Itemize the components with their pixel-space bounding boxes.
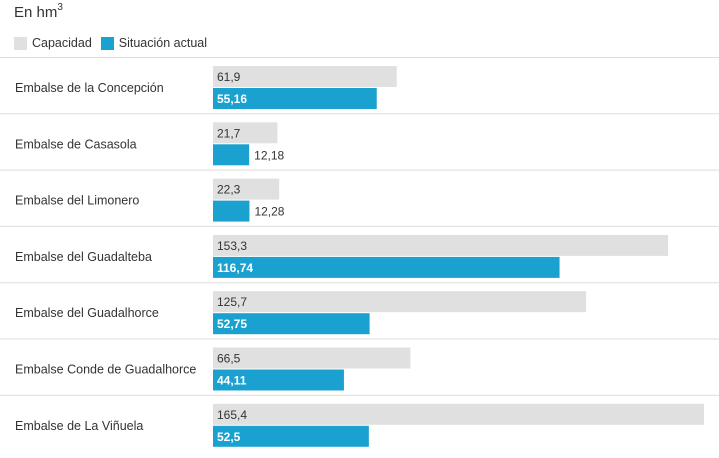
bar-current: [213, 88, 377, 109]
bar-capacity: [213, 178, 280, 200]
bar-current: [213, 369, 344, 391]
legend-item-current: Situación actual: [100, 36, 208, 50]
legend-swatch-capacity: [14, 36, 27, 50]
bar-capacity: [213, 66, 397, 87]
bar-current: [213, 200, 250, 222]
data-label-capacity: 153,3: [217, 239, 247, 253]
data-label-current: 52,75: [217, 317, 247, 331]
unit-label: En hm3: [14, 2, 63, 21]
data-label-current: 44,11: [217, 374, 247, 388]
legend-label-capacity: Capacidad: [32, 36, 92, 50]
bar-current: [213, 425, 369, 447]
legend-item-capacity: Capacidad: [14, 36, 92, 50]
category-label: Embalse del Guadalhorce: [15, 306, 159, 320]
bar-current: [213, 313, 370, 335]
data-label-current: 55,16: [217, 92, 247, 106]
bar-capacity: [213, 347, 411, 369]
category-label: Embalse de la Concepción: [15, 81, 164, 95]
bar-capacity: [213, 291, 587, 313]
bar-capacity: [213, 403, 704, 425]
data-label-current: 12,18: [254, 148, 284, 162]
legend-swatch-current: [100, 36, 114, 50]
category-label: Embalse de La Viñuela: [15, 419, 143, 433]
bar-current: [213, 144, 250, 166]
category-label: Embalse del Guadalteba: [15, 250, 152, 264]
data-label-capacity: 22,3: [217, 183, 241, 197]
category-label: Embalse Conde de Guadalhorce: [15, 363, 196, 377]
legend-label-current: Situación actual: [118, 36, 208, 50]
bar-current: [213, 256, 560, 278]
data-label-current: 52,5: [217, 430, 241, 444]
data-label-capacity: 21,7: [217, 126, 241, 140]
data-label-current: 12,28: [254, 205, 284, 219]
bar-capacity: [213, 234, 669, 256]
data-label-capacity: 66,5: [217, 352, 241, 366]
data-label-current: 116,74: [217, 261, 253, 275]
category-label: Embalse de Casasola: [15, 137, 137, 151]
data-label-capacity: 165,4: [217, 408, 247, 422]
data-label-capacity: 125,7: [217, 295, 247, 309]
bar-capacity: [213, 122, 278, 144]
data-label-capacity: 61,9: [217, 70, 241, 84]
legend: Capacidad Situación actual: [14, 36, 216, 50]
category-label: Embalse del Limonero: [15, 194, 139, 208]
